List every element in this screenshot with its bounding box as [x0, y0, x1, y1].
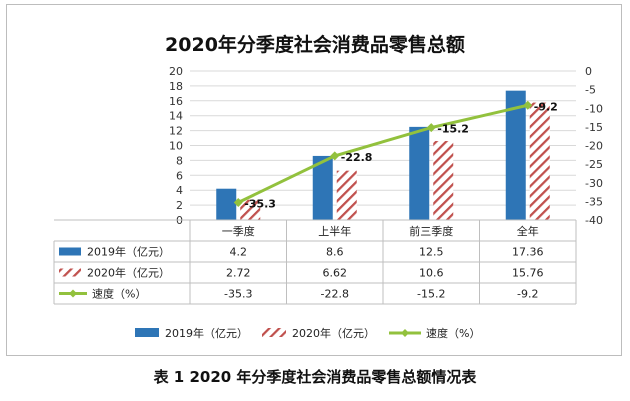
- y-tick-label: 18: [169, 80, 183, 93]
- speed-marker: [426, 123, 436, 133]
- y-tick-label: 16: [169, 95, 183, 108]
- table-cell: -35.3: [224, 288, 252, 301]
- table-row-label: 速度（%）: [92, 287, 146, 301]
- speed-line: [237, 103, 529, 204]
- table-cell: 6.62: [323, 267, 348, 280]
- table-cell: 8.6: [326, 246, 344, 259]
- chart-svg: 2020年分季度社会消费品零售总额 201816141210864200-5-1…: [53, 33, 603, 340]
- y-tick-label: 10: [169, 140, 183, 153]
- y2-tick-label: -15: [585, 121, 603, 134]
- table-cell: -9.2: [517, 288, 538, 301]
- table-cell: 17.36: [512, 246, 544, 259]
- chart-frame: 2020年分季度社会消费品零售总额 201816141210864200-5-1…: [6, 4, 622, 356]
- bar-2019: [216, 188, 237, 220]
- legend-key-2019: [59, 247, 81, 256]
- table-cell: 10.6: [419, 267, 444, 280]
- speed-data-label: -22.8: [341, 151, 373, 164]
- table-cell: 2.72: [226, 267, 251, 280]
- table-row-label: 2019年（亿元）: [87, 245, 170, 259]
- bar-2020: [433, 141, 454, 220]
- table-cell: -22.8: [321, 288, 349, 301]
- legend-key-2020: [59, 268, 81, 277]
- bar-2019: [505, 90, 526, 220]
- y-tick-label: 4: [176, 184, 183, 197]
- table-cell: -15.2: [417, 288, 445, 301]
- bar-2019: [312, 155, 333, 220]
- y2-tick-label: -40: [585, 214, 603, 227]
- table-cell: 15.76: [512, 267, 544, 280]
- bar-2020: [336, 170, 357, 220]
- legend-label: 2020年（亿元）: [292, 326, 375, 340]
- legend-label: 2019年（亿元）: [165, 326, 248, 340]
- bar-2020: [240, 199, 261, 220]
- table-cell: 4.2: [230, 246, 248, 259]
- bar-2020: [529, 102, 550, 220]
- category-label: 前三季度: [409, 224, 453, 238]
- table-cell: 12.5: [419, 246, 444, 259]
- speed-data-label: -15.2: [437, 123, 469, 136]
- y2-tick-label: -25: [585, 158, 603, 171]
- speed-data-label: -35.3: [244, 197, 276, 210]
- legend-swatch-speed-marker: [401, 329, 409, 337]
- speed-data-label: -9.2: [534, 100, 558, 113]
- table-caption: 表 1 2020 年分季度社会消费品零售总额情况表: [153, 368, 477, 386]
- legend-swatch-2019: [135, 328, 159, 337]
- legend-swatch-2020: [262, 328, 286, 337]
- speed-marker: [233, 197, 243, 207]
- y-tick-label: 14: [169, 110, 183, 123]
- legend-key-speed-marker: [69, 289, 77, 298]
- y2-tick-label: 0: [585, 65, 592, 78]
- y2-tick-label: -30: [585, 177, 603, 190]
- y2-tick-label: -35: [585, 195, 603, 208]
- speed-marker: [523, 100, 533, 110]
- y2-tick-label: -10: [585, 102, 603, 115]
- category-label: 上半年: [318, 224, 351, 238]
- y-tick-label: 2: [176, 199, 183, 212]
- y2-tick-label: -20: [585, 140, 603, 153]
- speed-marker: [330, 151, 340, 161]
- y-tick-label: 8: [176, 154, 183, 167]
- y-tick-label: 6: [176, 169, 183, 182]
- y-tick-label: 20: [169, 65, 183, 78]
- chart-title: 2020年分季度社会消费品零售总额: [165, 33, 465, 56]
- category-label: 全年: [517, 224, 539, 238]
- table-row-label: 2020年（亿元）: [87, 266, 170, 280]
- legend-label: 速度（%）: [426, 326, 480, 340]
- category-label: 一季度: [222, 224, 255, 238]
- y2-tick-label: -5: [585, 84, 596, 97]
- bar-2019: [409, 126, 430, 220]
- y-tick-label: 12: [169, 125, 183, 138]
